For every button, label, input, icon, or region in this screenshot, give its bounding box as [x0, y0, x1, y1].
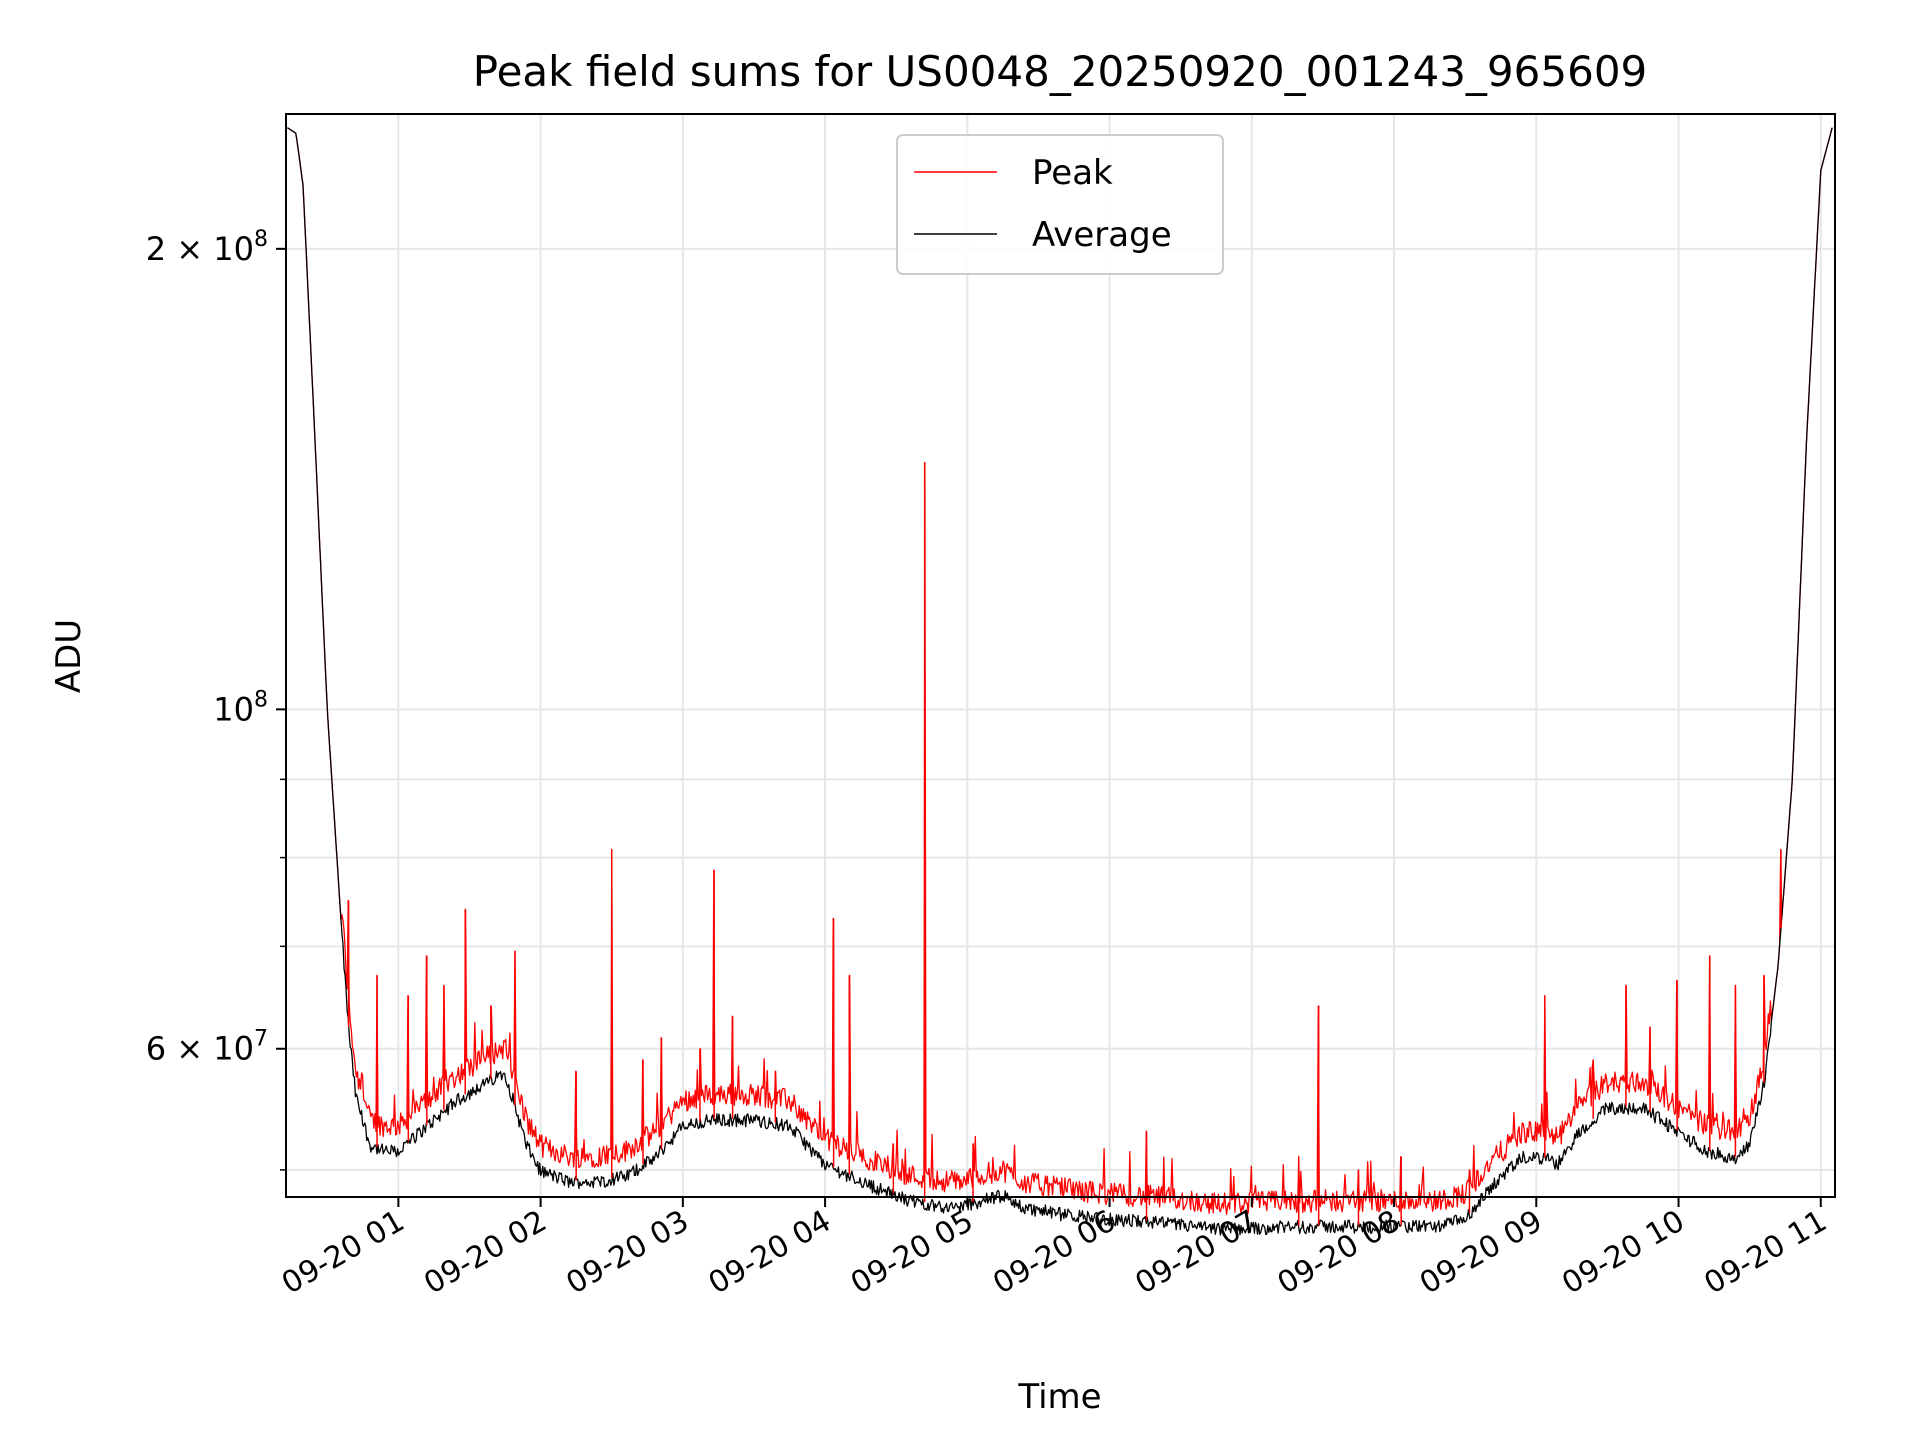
- y-axis-label: ADU: [49, 619, 89, 693]
- series-line-peak: [287, 127, 1833, 1215]
- legend-peak-label: Peak: [1032, 153, 1113, 193]
- legend: Peak Average: [896, 134, 1224, 275]
- x-axis-label: Time: [1017, 1377, 1101, 1417]
- y-tick-label: 2 × 108: [146, 227, 268, 268]
- series-line-average: [287, 127, 1833, 1236]
- y-tick-label: 6 × 107: [146, 1027, 268, 1068]
- grid-layer: [286, 114, 1835, 1197]
- y-tick-label: 108: [213, 687, 268, 728]
- axes-frame: [285, 113, 1836, 1198]
- legend-average-label: Average: [1032, 215, 1172, 255]
- legend-box: [896, 134, 1224, 275]
- plot-layer: [287, 127, 1833, 1236]
- chart-title: Peak field sums for US0048_20250920_0012…: [473, 47, 1648, 96]
